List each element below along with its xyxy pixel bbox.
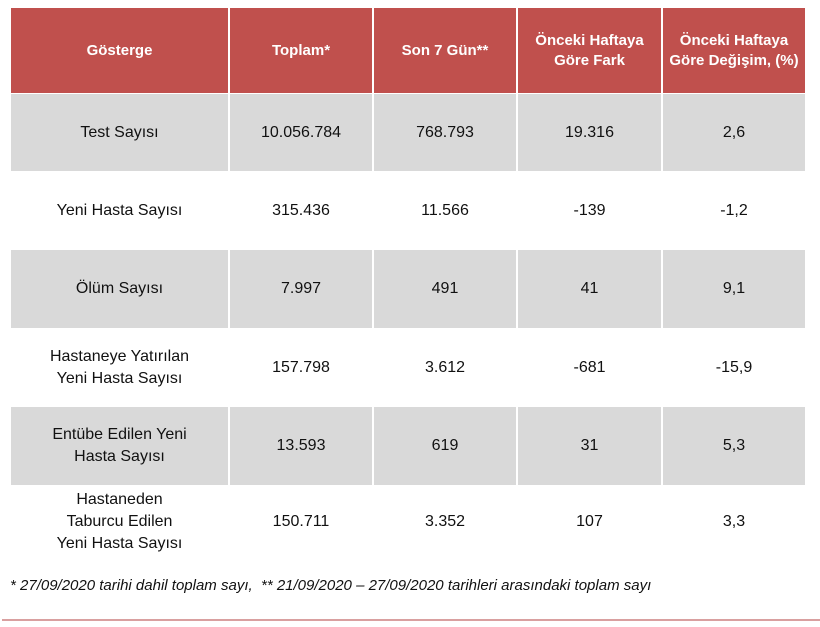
- table-row: Test Sayısı 10.056.784 768.793 19.316 2,…: [11, 93, 805, 171]
- header-indicator: Gösterge: [11, 8, 228, 93]
- header-total: Toplam*: [230, 8, 372, 93]
- footnote: * 27/09/2020 tarihi dahil toplam sayı, *…: [10, 577, 652, 594]
- bottom-divider: [2, 619, 820, 621]
- cell-weekly-change: -15,9: [715, 358, 753, 376]
- table-row: Entübe Edilen Yeni Hasta Sayısı 13.593 6…: [11, 407, 805, 485]
- cell-last-7-days: 3.612: [424, 358, 466, 376]
- cell-weekly-difference: -681: [573, 358, 606, 376]
- cell-indicator: Ölüm Sayısı: [11, 250, 228, 328]
- header-weekly-difference: Önceki Haftaya Göre Fark: [518, 8, 661, 93]
- cell-indicator: Hastaneye Yatırılan Yeni Hasta Sayısı: [49, 347, 190, 387]
- cell-last-7-days: 768.793: [374, 93, 516, 171]
- cell-last-7-days: 3.352: [424, 513, 466, 530]
- cell-weekly-change: 9,1: [663, 250, 805, 328]
- statistics-table: Gösterge Toplam* Son 7 Gün** Önceki Haft…: [9, 8, 807, 559]
- cell-last-7-days: 491: [374, 250, 516, 328]
- cell-indicator: Entübe Edilen Yeni Hasta Sayısı: [11, 407, 228, 485]
- header-last-7-days: Son 7 Gün**: [374, 8, 516, 93]
- table-header-row: Gösterge Toplam* Son 7 Gün** Önceki Haft…: [11, 8, 805, 93]
- cell-weekly-difference: -139: [573, 201, 606, 219]
- table-row: Hastaneden Taburcu Edilen Yeni Hasta Say…: [11, 485, 805, 559]
- table-row: Hastaneye Yatırılan Yeni Hasta Sayısı 15…: [11, 328, 805, 407]
- cell-indicator: Hastaneden Taburcu Edilen Yeni Hasta Say…: [56, 491, 183, 552]
- cell-total: 315.436: [272, 201, 330, 219]
- cell-total: 157.798: [272, 358, 330, 376]
- cell-total: 150.711: [272, 513, 330, 530]
- table-row: Ölüm Sayısı 7.997 491 41 9,1: [11, 250, 805, 328]
- cell-weekly-difference: 19.316: [518, 93, 661, 171]
- cell-last-7-days: 619: [374, 407, 516, 485]
- cell-last-7-days: 11.566: [421, 201, 469, 219]
- cell-indicator: Test Sayısı: [11, 93, 228, 171]
- header-weekly-change-percent: Önceki Haftaya Göre Değişim, (%): [663, 8, 805, 93]
- table-row: Yeni Hasta Sayısı 315.436 11.566 -139 -1…: [11, 171, 805, 250]
- cell-weekly-difference: 31: [518, 407, 661, 485]
- cell-weekly-difference: 107: [576, 513, 603, 530]
- cell-indicator: Yeni Hasta Sayısı: [56, 201, 183, 219]
- cell-weekly-change: 2,6: [663, 93, 805, 171]
- cell-total: 7.997: [230, 250, 372, 328]
- cell-total: 13.593: [230, 407, 372, 485]
- cell-weekly-change: 5,3: [663, 407, 805, 485]
- cell-weekly-change: -1,2: [720, 201, 748, 219]
- cell-weekly-change: 3,3: [722, 513, 746, 530]
- cell-weekly-difference: 41: [518, 250, 661, 328]
- cell-total: 10.056.784: [230, 93, 372, 171]
